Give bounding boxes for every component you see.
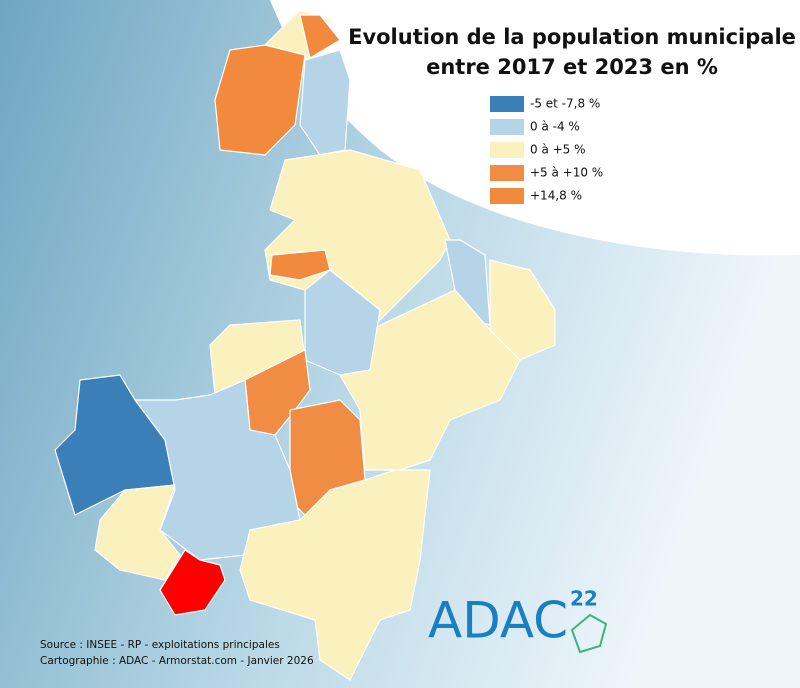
commune	[269, 249, 331, 281]
logo-superscript: 22	[570, 587, 598, 611]
highlighted-commune	[159, 549, 226, 616]
commune	[94, 484, 181, 581]
commune	[299, 14, 341, 59]
legend-swatch	[490, 119, 524, 135]
legend-label: 0 à +5 %	[530, 143, 586, 157]
legend-swatch	[490, 142, 524, 158]
legend-swatch	[490, 188, 524, 204]
commune	[214, 44, 306, 156]
legend-label: +14,8 %	[530, 189, 582, 203]
communes	[54, 9, 556, 681]
legend-label: -5 et -7,8 %	[530, 97, 600, 111]
legend-swatch	[490, 165, 524, 181]
legend-swatch	[490, 96, 524, 112]
legend-label: 0 à -4 %	[530, 120, 580, 134]
logo-shape	[570, 613, 608, 654]
legend: -5 et -7,8 % 0 à -4 % 0 à +5 % +5 à +10 % +1…	[490, 96, 603, 204]
title-panel	[270, 0, 800, 256]
title: entre 2017 et 2023 en %	[426, 55, 718, 79]
commune	[299, 49, 351, 156]
source: Cartographie : ADAC - Armorstat.com - Ja…	[40, 655, 314, 667]
title: Evolution de la population municipale	[348, 25, 796, 49]
source: Source : INSEE - RP - exploitations prin…	[40, 639, 280, 651]
legend-label: +5 à +10 %	[530, 166, 603, 180]
logo-text: ADAC	[428, 592, 568, 650]
commune	[239, 469, 431, 681]
